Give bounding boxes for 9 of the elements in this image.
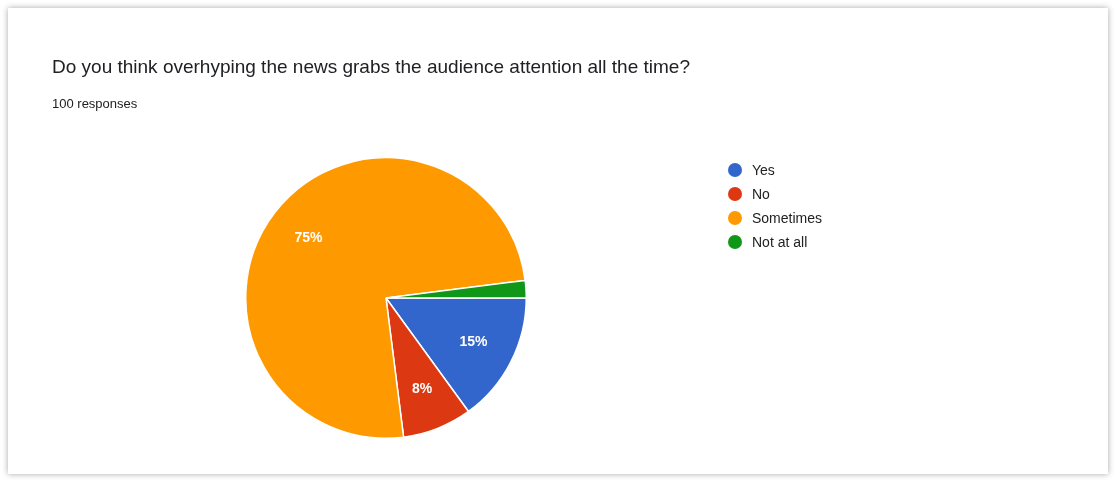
chart-title: Do you think overhyping the news grabs the audience attention all the time? (52, 56, 690, 78)
text: 100 responses (52, 96, 138, 111)
legend-label: Yes (752, 162, 775, 178)
data-label: 75% (294, 228, 323, 245)
data-label: 15% (459, 333, 489, 350)
data-label: 8% (412, 380, 433, 397)
legend-label: Sometimes (752, 210, 823, 226)
legend-label: Not at all (752, 234, 808, 250)
legend-label: No (752, 186, 770, 202)
